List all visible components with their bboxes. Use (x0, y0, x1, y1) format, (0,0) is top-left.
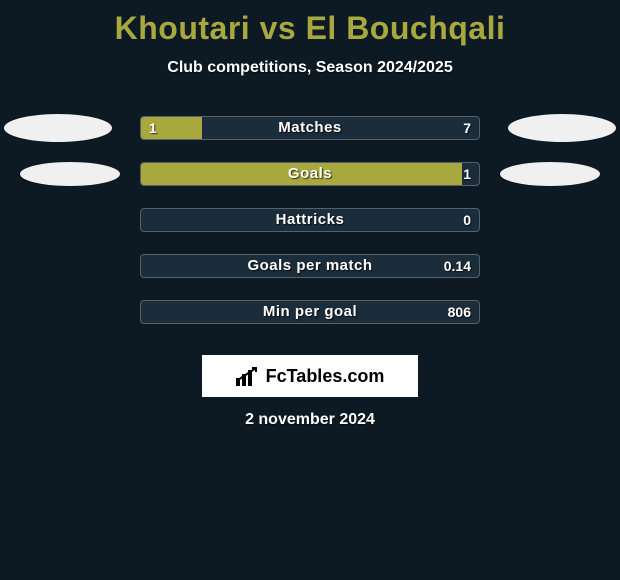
footer-brand: FcTables.com (202, 355, 418, 397)
stat-bar: Goals1 (140, 162, 480, 186)
stat-bar: Min per goal806 (140, 300, 480, 324)
stat-row: 1Matches7 (0, 107, 620, 153)
stats-container: 1Matches7Goals1Hattricks0Goals per match… (0, 107, 620, 337)
stat-label: Min per goal (141, 301, 479, 323)
subtitle: Club competitions, Season 2024/2025 (0, 59, 620, 77)
stat-bar: 1Matches7 (140, 116, 480, 140)
stat-label: Matches (141, 117, 479, 139)
stat-value-right: 0 (463, 209, 471, 231)
stat-label: Hattricks (141, 209, 479, 231)
stat-row: Min per goal806 (0, 291, 620, 337)
footer-brand-label: FcTables.com (266, 366, 385, 387)
player-avatar-left (4, 114, 112, 142)
stat-value-right: 7 (463, 117, 471, 139)
stat-value-right: 806 (448, 301, 471, 323)
stat-label: Goals per match (141, 255, 479, 277)
stat-row: Hattricks0 (0, 199, 620, 245)
stat-bar: Hattricks0 (140, 208, 480, 232)
player-avatar-right (508, 114, 616, 142)
player-avatar-left (20, 162, 120, 186)
stat-value-right: 1 (463, 163, 471, 185)
page-title: Khoutari vs El Bouchqali (0, 0, 620, 47)
stat-bar: Goals per match0.14 (140, 254, 480, 278)
stat-row: Goals per match0.14 (0, 245, 620, 291)
stat-label: Goals (141, 163, 479, 185)
chart-icon (236, 366, 260, 386)
footer-date: 2 november 2024 (0, 411, 620, 429)
stat-row: Goals1 (0, 153, 620, 199)
stat-value-right: 0.14 (444, 255, 471, 277)
player-avatar-right (500, 162, 600, 186)
